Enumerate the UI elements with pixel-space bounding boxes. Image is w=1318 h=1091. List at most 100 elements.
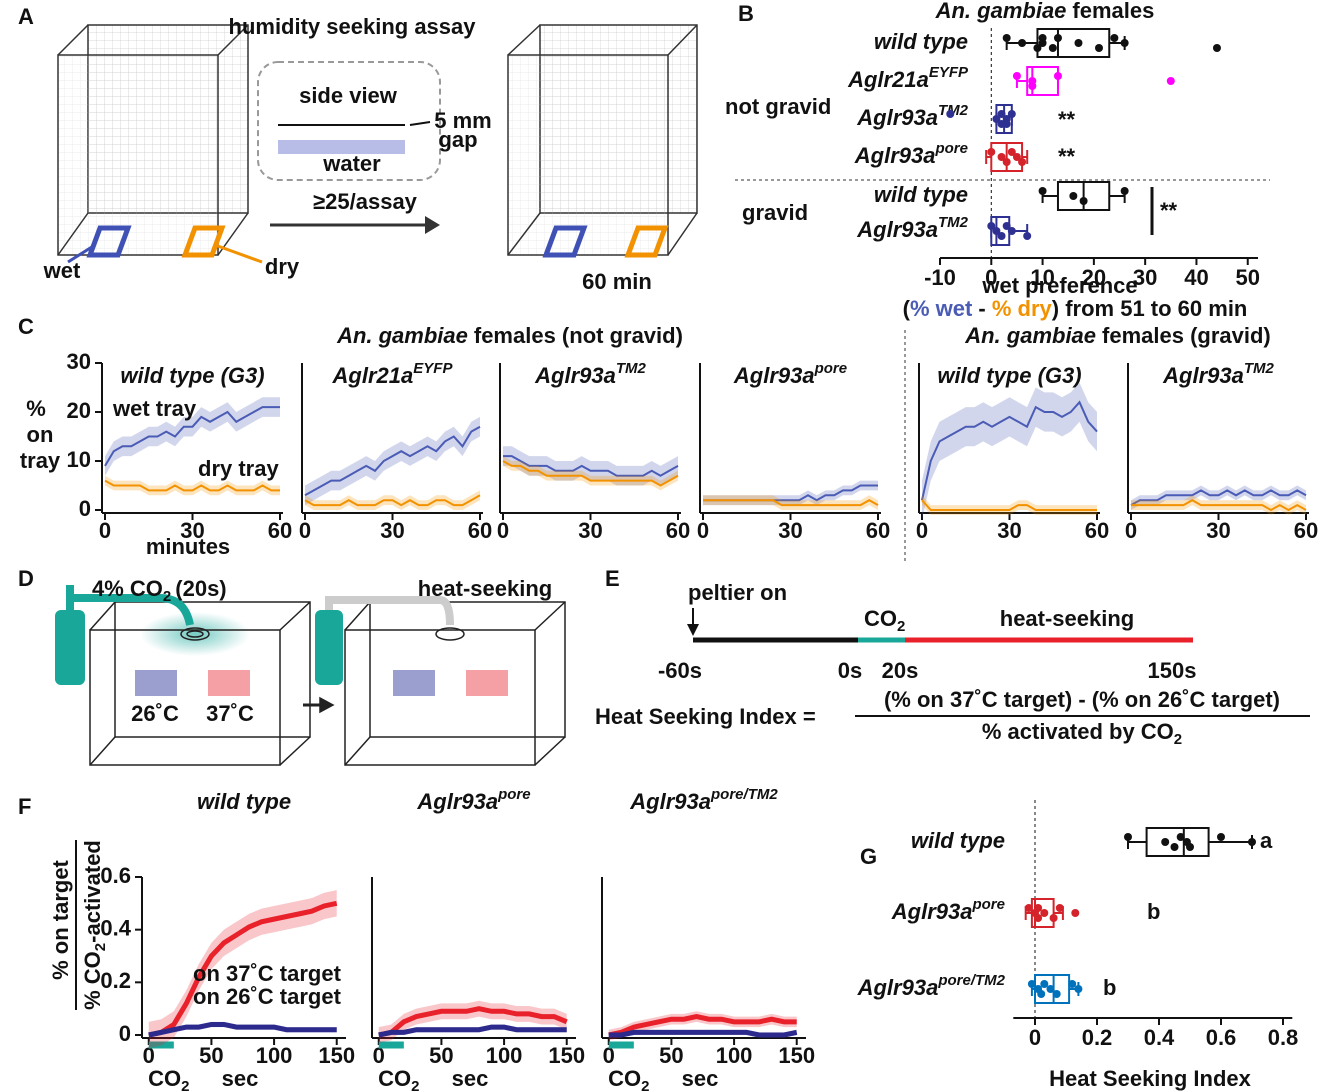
data-point xyxy=(1053,34,1062,42)
duration-label: 60 min xyxy=(582,269,652,294)
data-point xyxy=(1161,838,1170,846)
series-line xyxy=(148,1021,337,1038)
panel-title-part: Aglr93a xyxy=(1162,363,1244,388)
y-axis-label: % on target xyxy=(48,859,73,979)
significance-label: ** xyxy=(1058,144,1076,169)
group-title: An. gambiae females (not gravid) xyxy=(336,323,683,348)
cage-before xyxy=(57,24,263,264)
category-label: Aglr93apore/TM2 xyxy=(857,972,1006,1000)
panel-title-part: Aglr93a xyxy=(629,789,711,814)
data-point xyxy=(1018,39,1027,47)
error-band xyxy=(703,495,878,510)
chart-title-part: females xyxy=(1072,0,1154,23)
group-title-part: An. gambiae xyxy=(964,323,1096,348)
formula-numerator: (% on 37˚C target) - (% on 26˚C target) xyxy=(884,687,1280,712)
data-point xyxy=(1095,44,1103,52)
x-tick-label: 50 xyxy=(659,1043,683,1068)
y-axis-label: tray xyxy=(20,448,61,473)
x-tick-label: 150 xyxy=(778,1043,815,1068)
group-title-part: An. gambiae xyxy=(336,323,468,348)
x-tick-label: 30 xyxy=(1206,518,1230,543)
x-tick-label: 0 xyxy=(985,265,997,290)
chart-title: An. gambiae females xyxy=(935,0,1155,23)
data-point xyxy=(1068,980,1077,988)
x-tick-label: 0.2 xyxy=(1082,1025,1113,1050)
y-tick-label: 0.4 xyxy=(100,915,131,940)
x-tick-label: 100 xyxy=(716,1043,753,1068)
panel-letter: A xyxy=(18,4,34,29)
x-tick-label: 0 xyxy=(1029,1025,1041,1050)
panel-title-part: wild type (G3) xyxy=(120,363,264,388)
x-tick-label: 0 xyxy=(99,518,111,543)
data-point xyxy=(1040,980,1049,988)
series-line xyxy=(703,499,879,507)
series-line xyxy=(1130,489,1307,506)
data-point xyxy=(1079,197,1088,205)
stimulus-label: CO2 xyxy=(148,1066,189,1091)
panel-title-part: Aglr93a xyxy=(416,789,498,814)
significance-label: a xyxy=(1260,828,1273,853)
y-tick-label: 10 xyxy=(67,447,91,472)
data-point xyxy=(1046,985,1055,993)
timeline xyxy=(687,608,1310,717)
x-tick-label: 0.6 xyxy=(1206,1025,1237,1050)
x-axis-label-2-part: % wet xyxy=(910,296,973,321)
data-point xyxy=(1023,232,1032,240)
series-line xyxy=(503,455,679,477)
x-axis-label: sec xyxy=(452,1066,489,1091)
time-label: 150s xyxy=(1148,658,1197,683)
formula-name: Heat Seeking Index = xyxy=(595,704,816,729)
phase-label: heat-seeking xyxy=(1000,606,1135,631)
x-tick-label: 30 xyxy=(1133,265,1157,290)
data-point xyxy=(1069,192,1078,200)
data-point xyxy=(1002,158,1011,166)
x-tick-label: 30 xyxy=(778,518,802,543)
heat-seeking-label: heat-seeking xyxy=(418,576,553,601)
formula-denominator: % activated by CO2 xyxy=(982,719,1182,748)
panel-title-part: wild type xyxy=(197,789,291,814)
panel-title: wild type (G3) xyxy=(120,363,264,388)
data-point xyxy=(1018,158,1027,166)
y-tick-label: 30 xyxy=(67,349,91,374)
co2-label-part: 2 xyxy=(897,618,905,635)
stimulus-label: CO2 xyxy=(378,1066,419,1091)
stimulus-label: CO2 xyxy=(608,1066,649,1091)
y-tick-label: 20 xyxy=(67,398,91,423)
box xyxy=(1145,827,1210,857)
data-point xyxy=(1002,34,1011,42)
data-point xyxy=(992,115,1001,123)
co2-pulse-part: 4% CO xyxy=(92,576,163,601)
data-point xyxy=(1027,980,1036,988)
x-tick-label: 60 xyxy=(468,518,492,543)
category-label-part: wild type xyxy=(874,182,968,207)
series-line xyxy=(608,1029,798,1038)
chart-title-part: An. gambiae xyxy=(935,0,1067,23)
data-point xyxy=(1248,838,1256,846)
category-label-part: wild type xyxy=(874,29,968,54)
water-label: water xyxy=(322,151,381,176)
stimulus-label-part: 2 xyxy=(181,1078,189,1091)
series-label: on 26˚C target xyxy=(193,984,342,1009)
panel-title-part: EYFP xyxy=(413,360,453,377)
data-point xyxy=(1124,833,1132,841)
error-band xyxy=(378,1000,567,1043)
data-point xyxy=(1028,82,1037,90)
formula-denominator-part: 2 xyxy=(1174,731,1182,748)
side-view xyxy=(257,61,441,234)
data-point xyxy=(1002,120,1011,128)
panel-title-part: pore xyxy=(497,786,531,803)
x-tick-label: 30 xyxy=(578,518,602,543)
series-line xyxy=(378,1006,568,1038)
x-tick-label: 60 xyxy=(1085,518,1109,543)
time-label: -60s xyxy=(658,658,702,683)
formula-denominator-part: % activated by CO xyxy=(982,719,1174,744)
error-band xyxy=(922,495,1097,515)
error-band xyxy=(922,382,1097,520)
panel-title-part: TM2 xyxy=(1244,360,1275,377)
data-point xyxy=(1007,110,1016,118)
x-tick-label: 0.4 xyxy=(1144,1025,1175,1050)
x-tick-label: 10 xyxy=(1030,265,1054,290)
category-label: Aglr93apore xyxy=(854,140,968,168)
significance-label: ** xyxy=(1160,198,1178,223)
x-tick-label: 0 xyxy=(143,1043,155,1068)
